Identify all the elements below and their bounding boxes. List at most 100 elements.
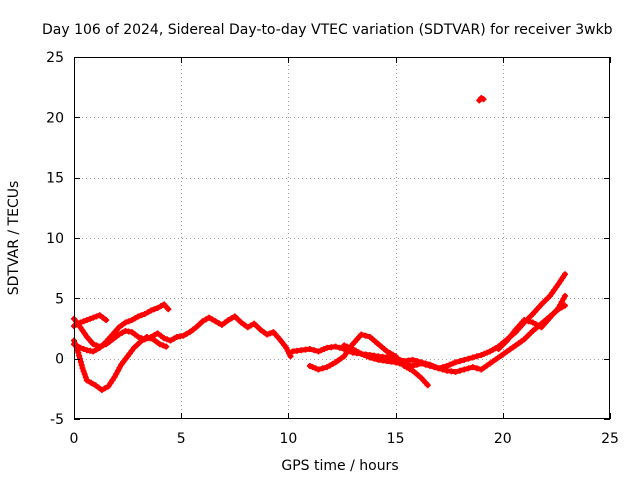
x-tick-label: 20 — [494, 431, 512, 447]
data-point — [193, 324, 200, 331]
data-point — [74, 321, 81, 328]
data-point — [366, 354, 373, 361]
data-point — [315, 366, 322, 373]
data-point — [95, 384, 102, 391]
y-axis-label: SDTVAR / TECUs — [6, 181, 22, 296]
data-point — [480, 96, 487, 103]
data-point — [135, 333, 142, 340]
data-point — [151, 306, 158, 313]
data-point — [215, 320, 222, 327]
data-point — [183, 330, 190, 337]
data-point — [202, 316, 209, 323]
data-point — [107, 380, 114, 387]
data-point — [424, 382, 431, 389]
data-point — [225, 317, 232, 324]
data-point — [260, 329, 267, 336]
data-point — [144, 309, 151, 316]
data-point — [186, 329, 193, 336]
x-tick-label: 15 — [387, 431, 405, 447]
data-point — [263, 331, 270, 338]
data-point — [98, 387, 105, 394]
x-axis-label: GPS time / hours — [281, 458, 398, 474]
data-point — [77, 359, 84, 366]
data-point — [102, 385, 109, 392]
data-point — [141, 311, 148, 318]
data-point — [157, 332, 164, 339]
data-point — [557, 301, 564, 308]
axis-ticks — [74, 57, 611, 420]
data-point — [105, 383, 112, 390]
data-point — [148, 307, 155, 314]
data-point — [165, 306, 172, 313]
data-point — [103, 341, 110, 348]
data-point — [469, 354, 476, 361]
data-point — [90, 348, 97, 355]
data-point — [431, 364, 438, 371]
data-point — [456, 367, 463, 374]
data-point — [358, 331, 365, 338]
data-point — [106, 338, 113, 345]
data-point — [116, 364, 123, 371]
data-point — [241, 321, 248, 328]
data-point — [161, 335, 168, 342]
data-point — [92, 382, 99, 389]
data-point — [209, 316, 216, 323]
data-point — [196, 321, 203, 328]
data-point — [332, 343, 339, 350]
series-track — [71, 334, 169, 393]
data-point — [525, 318, 532, 325]
data-point — [113, 370, 120, 377]
data-point — [409, 356, 416, 363]
data-point — [254, 323, 261, 330]
data-point — [80, 346, 87, 353]
data-point — [189, 326, 196, 333]
data-point — [306, 346, 313, 353]
data-point — [343, 350, 350, 357]
data-point — [546, 292, 553, 299]
data-point — [103, 317, 110, 324]
data-point — [553, 283, 560, 290]
data-point — [96, 343, 103, 350]
data-point — [109, 336, 116, 343]
data-point — [128, 317, 135, 324]
data-point — [469, 364, 476, 371]
data-point — [157, 303, 164, 310]
data-point — [164, 336, 171, 343]
data-point — [156, 341, 163, 348]
data-point — [163, 343, 170, 350]
data-point — [140, 336, 147, 343]
data-point — [76, 352, 83, 359]
x-tick-label: 25 — [601, 431, 619, 447]
data-point — [362, 332, 369, 339]
data-point — [414, 361, 421, 368]
data-point — [235, 316, 242, 323]
data-point — [137, 338, 144, 345]
x-tick-label: 10 — [279, 431, 297, 447]
data-point — [122, 319, 129, 326]
data-point — [151, 332, 158, 339]
data-point — [396, 360, 403, 367]
data-point — [132, 315, 139, 322]
data-point — [461, 366, 468, 373]
data-point — [559, 274, 566, 281]
data-point — [228, 315, 235, 322]
data-point — [341, 353, 348, 360]
data-point — [75, 349, 82, 356]
data-point — [135, 313, 142, 320]
data-point — [267, 330, 274, 337]
data-point — [551, 286, 558, 293]
data-point — [180, 332, 187, 339]
data-point — [82, 374, 89, 381]
data-point — [96, 312, 103, 319]
data-point — [238, 319, 245, 326]
data-point — [557, 277, 564, 284]
data-point — [99, 342, 106, 349]
data-point — [116, 331, 123, 338]
data-point — [90, 341, 97, 348]
data-point — [257, 326, 264, 333]
data-point — [287, 353, 294, 360]
data-point — [80, 318, 87, 325]
data-point — [319, 365, 326, 372]
data-point — [83, 317, 90, 324]
data-point — [251, 320, 258, 327]
